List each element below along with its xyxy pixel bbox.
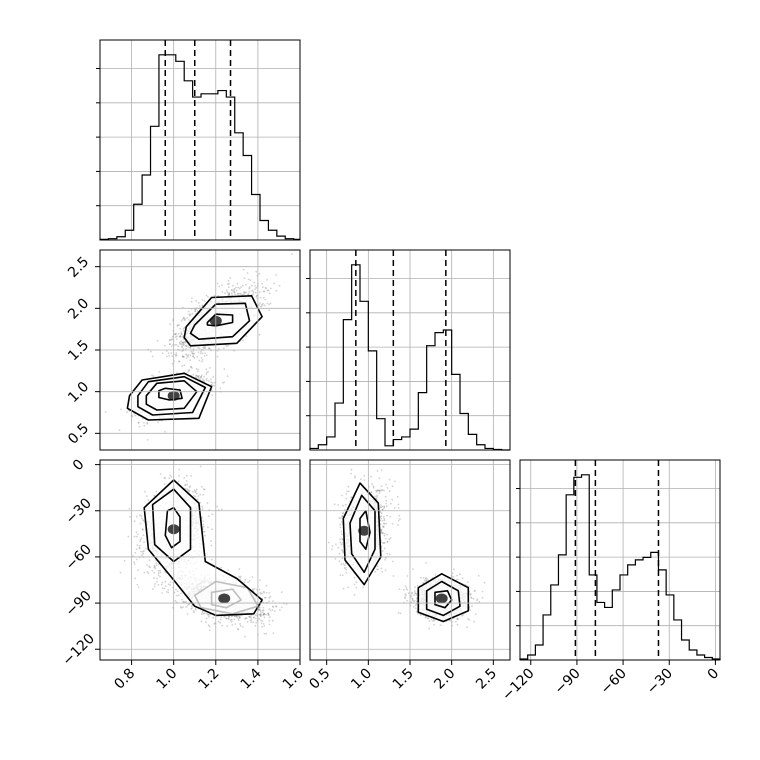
density-peak-1 — [358, 525, 371, 536]
y-tick-label: −60 — [63, 542, 95, 574]
y-tick-label: −30 — [63, 495, 95, 527]
x-tick-label: 1.4 — [238, 665, 265, 692]
x-tick-label: 2.5 — [473, 666, 500, 693]
panel-frame — [519, 459, 721, 661]
x-tick-label: −90 — [552, 666, 584, 698]
x-tick-label: −30 — [644, 666, 676, 698]
histogram-panel-1 — [96, 39, 301, 241]
y-tick-label: 2.5 — [65, 254, 92, 281]
x-tick-label: −60 — [598, 666, 630, 698]
x-tick-label: 1.6 — [280, 665, 307, 692]
x-tick-label: 1.0 — [153, 666, 180, 693]
x-tick-label: −120 — [499, 666, 538, 705]
density-peak-2 — [435, 593, 448, 604]
panel-frame — [309, 249, 511, 451]
panel-frame — [99, 459, 301, 661]
histogram-grid — [100, 40, 301, 240]
x-tick-label: 2.0 — [431, 666, 458, 693]
x-tick-label: 0.5 — [306, 666, 333, 693]
scatter-grid — [310, 460, 510, 660]
histogram-line-2 — [309, 264, 510, 451]
scatter-plot-area — [119, 465, 288, 638]
scatter-panel-2 — [99, 459, 301, 661]
x-tick-label: 0 — [705, 666, 723, 684]
scatter-plot-area — [104, 253, 293, 441]
histogram-line-1 — [99, 54, 301, 240]
histogram-line-3 — [519, 474, 721, 660]
y-tick-label: −120 — [59, 631, 98, 670]
histogram-grid — [520, 460, 720, 660]
histogram-grid — [310, 250, 510, 450]
scatter-panel-1 — [99, 249, 301, 451]
x-tick-label: 0.8 — [111, 666, 138, 693]
x-tick-label: 1.2 — [196, 666, 223, 693]
x-tick-label: 1.0 — [348, 666, 375, 693]
histogram-panel-2 — [306, 249, 511, 451]
y-tick-label: 1.0 — [65, 379, 92, 406]
panel-frame — [99, 39, 301, 241]
scatter-plot-area — [328, 468, 486, 630]
histogram-panel-3 — [516, 459, 721, 661]
y-tick-label: 0.5 — [65, 421, 92, 448]
y-tick-label: 2.0 — [65, 296, 92, 323]
x-tick-label: 1.5 — [390, 666, 417, 693]
scatter-panel-3 — [309, 459, 511, 661]
y-tick-label: −90 — [63, 588, 95, 620]
y-tick-label: 0 — [70, 457, 88, 475]
density-peak-2 — [218, 593, 231, 604]
scatter-grid — [100, 250, 301, 450]
y-tick-label: 1.5 — [65, 337, 92, 364]
